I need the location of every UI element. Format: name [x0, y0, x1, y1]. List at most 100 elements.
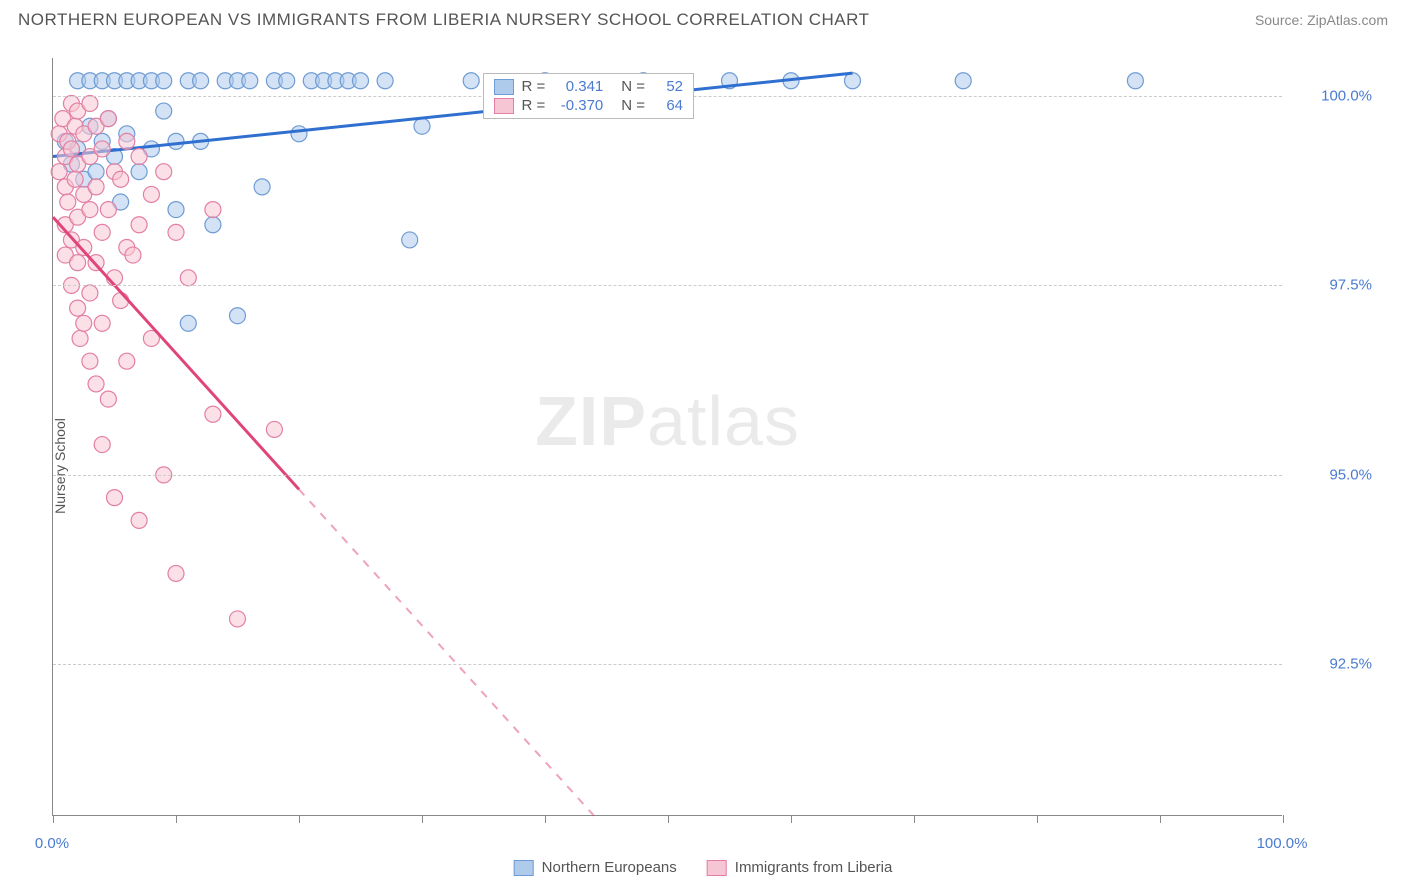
- r-label: R =: [522, 97, 546, 114]
- data-point: [242, 73, 258, 89]
- legend-item: Northern Europeans: [514, 859, 677, 876]
- data-point: [168, 202, 184, 218]
- data-point: [353, 73, 369, 89]
- data-point: [88, 179, 104, 195]
- x-tick: [53, 815, 54, 823]
- data-point: [60, 194, 76, 210]
- data-point: [113, 171, 129, 187]
- data-point: [94, 224, 110, 240]
- data-point: [193, 73, 209, 89]
- data-point: [76, 315, 92, 331]
- data-point: [955, 73, 971, 89]
- trend-line-dashed: [299, 489, 594, 816]
- data-point: [168, 565, 184, 581]
- chart-title: NORTHERN EUROPEAN VS IMMIGRANTS FROM LIB…: [18, 10, 869, 30]
- r-label: R =: [522, 78, 546, 95]
- x-tick: [176, 815, 177, 823]
- y-tick-label: 92.5%: [1292, 656, 1372, 673]
- data-point: [100, 391, 116, 407]
- data-point: [51, 164, 67, 180]
- data-point: [168, 133, 184, 149]
- x-tick: [545, 815, 546, 823]
- data-point: [266, 421, 282, 437]
- data-point: [230, 308, 246, 324]
- data-point: [88, 164, 104, 180]
- data-point: [254, 179, 270, 195]
- source-attribution: Source: ZipAtlas.com: [1255, 12, 1388, 28]
- legend-stats-box: R =0.341N =52R =-0.370N =64: [483, 73, 695, 119]
- legend-stats-row: R =0.341N =52: [494, 78, 684, 95]
- n-label: N =: [621, 78, 645, 95]
- data-point: [131, 164, 147, 180]
- n-label: N =: [621, 97, 645, 114]
- data-point: [125, 247, 141, 263]
- legend-swatch: [707, 860, 727, 876]
- data-point: [82, 202, 98, 218]
- legend-label: Northern Europeans: [542, 859, 677, 876]
- data-point: [131, 512, 147, 528]
- r-value: 0.341: [553, 78, 603, 95]
- x-tick: [299, 815, 300, 823]
- x-tick: [1037, 815, 1038, 823]
- data-point: [72, 330, 88, 346]
- legend-bottom: Northern Europeans Immigrants from Liberi…: [514, 859, 893, 876]
- data-point: [107, 490, 123, 506]
- data-point: [100, 202, 116, 218]
- source-link[interactable]: ZipAtlas.com: [1307, 12, 1388, 28]
- scatter-plot: ZIPatlas 92.5%95.0%97.5%100.0%: [52, 58, 1282, 816]
- x-tick: [1160, 815, 1161, 823]
- data-point: [63, 141, 79, 157]
- gridline: [53, 664, 1282, 665]
- legend-label: Immigrants from Liberia: [735, 859, 893, 876]
- data-point: [463, 73, 479, 89]
- data-point: [119, 133, 135, 149]
- x-tick: [791, 815, 792, 823]
- trend-line-solid: [53, 73, 853, 156]
- data-point: [279, 73, 295, 89]
- legend-swatch: [514, 860, 534, 876]
- r-value: -0.370: [553, 97, 603, 114]
- data-point: [88, 376, 104, 392]
- legend-item: Immigrants from Liberia: [707, 859, 893, 876]
- data-point: [70, 300, 86, 316]
- legend-stats-row: R = -0.370 N = 64: [494, 97, 684, 114]
- x-tick-label: 100.0%: [1257, 835, 1308, 852]
- data-point: [402, 232, 418, 248]
- data-point: [82, 95, 98, 111]
- data-point: [67, 171, 83, 187]
- chart-container: Nursery School ZIPatlas 92.5%95.0%97.5%1…: [0, 40, 1406, 892]
- source-prefix: Source:: [1255, 12, 1307, 28]
- data-point: [82, 285, 98, 301]
- data-point: [1127, 73, 1143, 89]
- x-tick: [668, 815, 669, 823]
- data-point: [230, 611, 246, 627]
- data-point: [377, 73, 393, 89]
- data-point: [156, 103, 172, 119]
- data-point: [156, 164, 172, 180]
- data-point: [205, 406, 221, 422]
- data-point: [119, 353, 135, 369]
- legend-swatch: [494, 98, 514, 114]
- y-tick-label: 100.0%: [1292, 87, 1372, 104]
- gridline: [53, 475, 1282, 476]
- legend-swatch: [494, 79, 514, 95]
- data-point: [156, 73, 172, 89]
- data-point: [131, 217, 147, 233]
- data-point: [94, 437, 110, 453]
- y-tick-label: 95.0%: [1292, 466, 1372, 483]
- n-value: 64: [653, 97, 683, 114]
- plot-svg: [53, 58, 1283, 816]
- data-point: [94, 315, 110, 331]
- x-tick: [914, 815, 915, 823]
- data-point: [168, 224, 184, 240]
- y-tick-label: 97.5%: [1292, 277, 1372, 294]
- gridline: [53, 285, 1282, 286]
- data-point: [70, 255, 86, 271]
- data-point: [205, 202, 221, 218]
- x-tick: [1283, 815, 1284, 823]
- data-point: [131, 149, 147, 165]
- data-point: [291, 126, 307, 142]
- data-point: [180, 315, 196, 331]
- data-point: [94, 141, 110, 157]
- data-point: [205, 217, 221, 233]
